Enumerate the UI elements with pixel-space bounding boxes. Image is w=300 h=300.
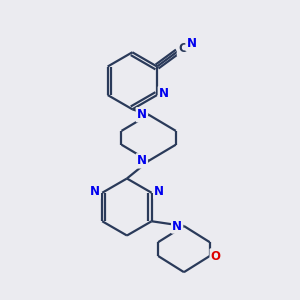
Text: N: N (137, 108, 147, 121)
Text: N: N (90, 185, 100, 198)
Text: N: N (154, 185, 164, 198)
Text: C: C (178, 42, 187, 56)
Text: N: N (159, 87, 169, 100)
Text: N: N (137, 154, 147, 167)
Text: O: O (211, 250, 221, 262)
Text: N: N (187, 38, 196, 50)
Text: N: N (172, 220, 182, 232)
